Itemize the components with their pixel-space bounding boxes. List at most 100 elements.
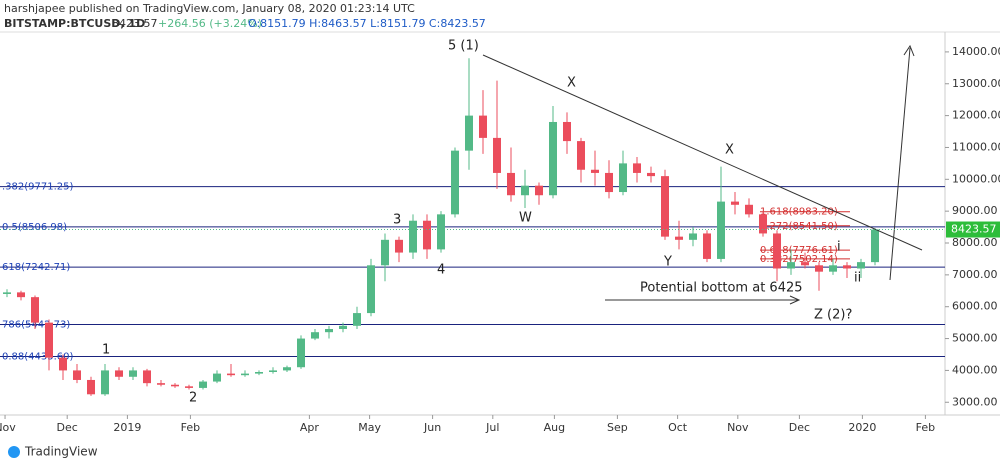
brand-logo: [8, 446, 20, 458]
candle-body: [843, 265, 851, 269]
fib-label: .382(9771.25): [2, 182, 74, 193]
x-tick-label: Nov: [0, 421, 16, 434]
candle-body: [689, 233, 697, 240]
candle-body: [507, 172, 515, 196]
annotation: 1: [102, 343, 110, 358]
candle-body: [395, 239, 403, 253]
candle-body: [423, 220, 431, 250]
x-tick-label: Feb: [916, 421, 935, 434]
candle-body: [479, 115, 487, 138]
trendline: [482, 54, 923, 251]
candle-body: [549, 121, 557, 196]
candle-body: [381, 239, 389, 266]
candle-body: [17, 292, 25, 298]
candle-body: [171, 384, 179, 387]
x-tick-label: Apr: [300, 421, 320, 434]
header-ohlc: O:8151.79 H:8463.57 L:8151.79 C:8423.57: [248, 17, 486, 30]
candle-body: [661, 176, 669, 237]
brand: TradingView: [24, 445, 98, 459]
candle-body: [311, 332, 319, 339]
x-tick-label: Sep: [607, 421, 628, 434]
candle-body: [269, 370, 277, 373]
x-tick-label: Dec: [57, 421, 78, 434]
x-tick-label: Nov: [727, 421, 749, 434]
annotation: X: [567, 76, 576, 91]
candle-body: [703, 233, 711, 259]
candle-body: [745, 204, 753, 215]
annotation: 2: [189, 391, 197, 406]
candle-body: [829, 265, 837, 272]
annotation: ii: [854, 271, 861, 286]
fib-label: 618(7242.71): [2, 262, 70, 273]
candle-body: [801, 262, 809, 266]
candle-body: [3, 292, 11, 294]
annotation: i: [837, 240, 841, 255]
fib-label: 0.5(8506.98): [2, 222, 67, 233]
candle-body: [157, 383, 165, 385]
candle-body: [59, 357, 67, 371]
arrowhead: [789, 295, 801, 305]
y-tick-label: 13000.00: [952, 77, 1000, 90]
candle-body: [717, 201, 725, 259]
candle-body: [73, 370, 81, 380]
fib-label: 0.88(4435.60): [2, 352, 74, 363]
header-author: harshjapee published on TradingView.com,…: [4, 2, 415, 15]
candle-body: [101, 370, 109, 395]
candle-body: [493, 137, 501, 173]
candle-body: [857, 262, 865, 269]
candle-body: [353, 313, 361, 326]
fib-label: 786(5442.73): [2, 319, 70, 330]
x-tick-label: Oct: [668, 421, 688, 434]
x-tick-label: 2020: [848, 421, 876, 434]
annotation: 4: [437, 263, 445, 278]
x-tick-label: Dec: [789, 421, 810, 434]
candle-body: [633, 163, 641, 173]
y-tick-label: 7000.00: [952, 268, 998, 281]
x-tick-label: Jun: [423, 421, 441, 434]
fib-ext-label: 0.618(7776.61): [760, 245, 838, 256]
header-symbol: BITSTAMP:BTCUSD, 1D: [4, 17, 145, 30]
candle-body: [437, 214, 445, 250]
arrow: [889, 47, 911, 281]
price-tag: [946, 221, 1000, 238]
header-change: +264.56 (+3.24%): [158, 17, 262, 30]
y-tick-label: 9000.00: [952, 204, 998, 217]
annotation: 5 (1): [448, 39, 479, 54]
candle-body: [647, 172, 655, 177]
x-tick-label: Jul: [485, 421, 499, 434]
annotation: W: [519, 211, 532, 226]
candle-body: [255, 372, 263, 374]
candle-body: [143, 370, 151, 384]
y-tick-label: 6000.00: [952, 300, 998, 313]
candle-body: [521, 185, 529, 196]
y-tick-label: 14000.00: [952, 45, 1000, 58]
plot: .382(9771.25) 0.5(8506.98) 618(7242.71) 786…: [0, 58, 945, 396]
annotation: Y: [663, 255, 672, 270]
fib-ext-label: 0.382(7502.14): [760, 254, 838, 265]
candle-body: [731, 201, 739, 205]
annotation: Potential bottom at 6425: [640, 281, 803, 296]
candle-body: [759, 214, 767, 234]
y-tick-label: 3000.00: [952, 395, 998, 408]
x-tick-label: Aug: [544, 421, 565, 434]
candle-body: [675, 236, 683, 240]
candle-body: [619, 163, 627, 193]
candle-body: [591, 169, 599, 173]
candle-body: [577, 141, 585, 170]
candle-body: [87, 379, 95, 395]
annotation: X: [725, 143, 734, 158]
annotation: 3: [393, 213, 401, 228]
candle-body: [535, 185, 543, 196]
y-tick-label: 12000.00: [952, 109, 1000, 122]
candle-body: [185, 386, 193, 388]
candle-body: [297, 338, 305, 368]
y-tick-label: 8000.00: [952, 236, 998, 249]
candle-body: [465, 115, 473, 151]
y-tick-label: 11000.00: [952, 140, 1000, 153]
candle-body: [451, 150, 459, 215]
candle-body: [45, 322, 53, 358]
candle-body: [115, 370, 123, 377]
annotation: Z (2)?: [814, 308, 852, 323]
